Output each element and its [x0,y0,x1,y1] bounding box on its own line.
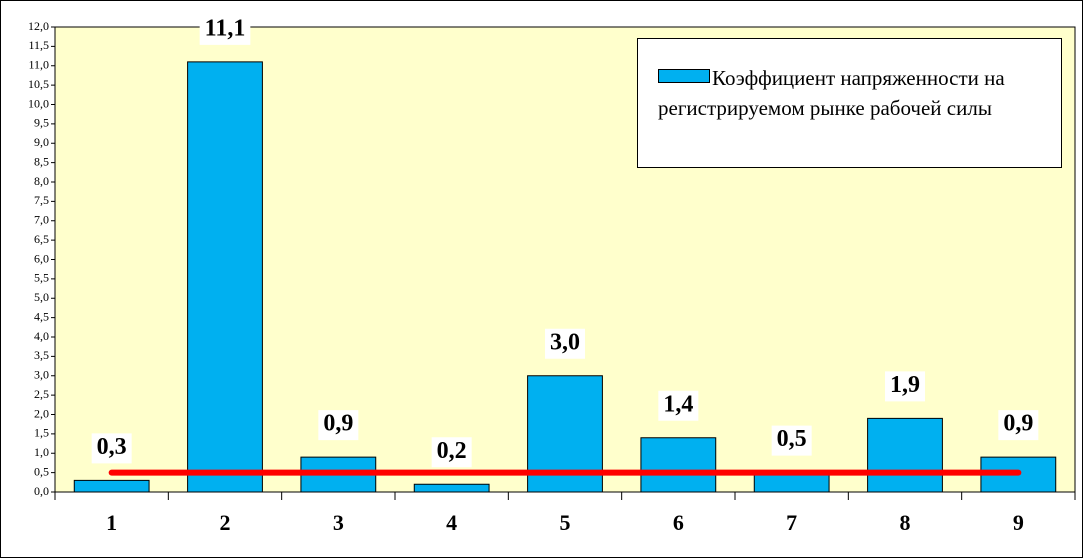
y-tick-label: 2,5 [34,387,49,401]
y-tick-label: 4,5 [34,309,49,323]
bar [187,61,263,493]
bar [73,479,150,493]
y-tick-label: 1,0 [34,445,49,459]
bar [640,437,717,493]
legend: Коэффициент напряженности на регистрируе… [637,38,1062,168]
y-tick-label: 4,0 [34,329,49,343]
y-tick-label: 5,5 [34,271,49,285]
y-tick-label: 8,0 [34,174,49,188]
data-label-bg [998,410,1039,441]
y-tick-label: 2,0 [34,406,49,420]
x-tick-label: 1 [106,510,117,535]
y-tick-label: 8,5 [34,154,49,168]
data-label: 0,9 [323,411,353,437]
y-tick-label: 12,0 [28,19,49,33]
data-label: 1,9 [890,372,920,398]
y-tick-label: 3,0 [34,368,49,382]
x-tick-label: 8 [900,510,911,535]
y-tick-label: 6,5 [34,232,49,246]
data-label-bg [771,425,812,456]
data-label-bg [658,390,699,421]
x-tick-label: 3 [333,510,344,535]
x-tick-label: 2 [220,510,231,535]
data-label-bg [318,410,359,441]
data-label-bg [199,14,251,45]
y-tick-label: 11,0 [28,58,49,72]
y-tick-label: 3,5 [34,348,49,362]
data-label: 0,9 [1003,411,1033,437]
legend-label: Коэффициент напряженности на регистрируе… [658,66,1005,120]
y-tick-label: 0,0 [34,484,49,498]
y-tick-label: 7,0 [34,213,49,227]
data-label: 0,2 [437,438,467,464]
y-tick-label: 11,5 [28,38,49,52]
y-tick-label: 6,0 [34,251,49,265]
y-tick-label: 1,5 [34,426,49,440]
data-label-bg [91,433,132,464]
data-label-bg [545,328,585,359]
x-tick-label: 7 [786,510,797,535]
y-tick-label: 0,5 [34,464,49,478]
x-tick-label: 5 [560,510,571,535]
data-label-bg [885,371,925,402]
data-label: 3,0 [550,329,580,355]
y-tick-label: 9,5 [34,116,49,130]
x-tick-label: 6 [673,510,684,535]
bar [413,483,490,493]
data-label-bg [431,437,472,468]
y-tick-label: 10,5 [28,77,49,91]
data-label: 1,4 [663,391,693,417]
y-tick-label: 9,0 [34,135,49,149]
y-tick-label: 7,5 [34,193,49,207]
x-tick-label: 9 [1013,510,1024,535]
legend-swatch [658,69,710,83]
y-tick-label: 10,0 [28,96,49,110]
x-tick-label: 4 [446,510,457,535]
data-label: 0,5 [777,426,807,452]
data-label: 0,3 [97,434,127,460]
y-tick-label: 5,0 [34,290,49,304]
bar [867,417,943,493]
data-label: 11,1 [205,15,246,41]
